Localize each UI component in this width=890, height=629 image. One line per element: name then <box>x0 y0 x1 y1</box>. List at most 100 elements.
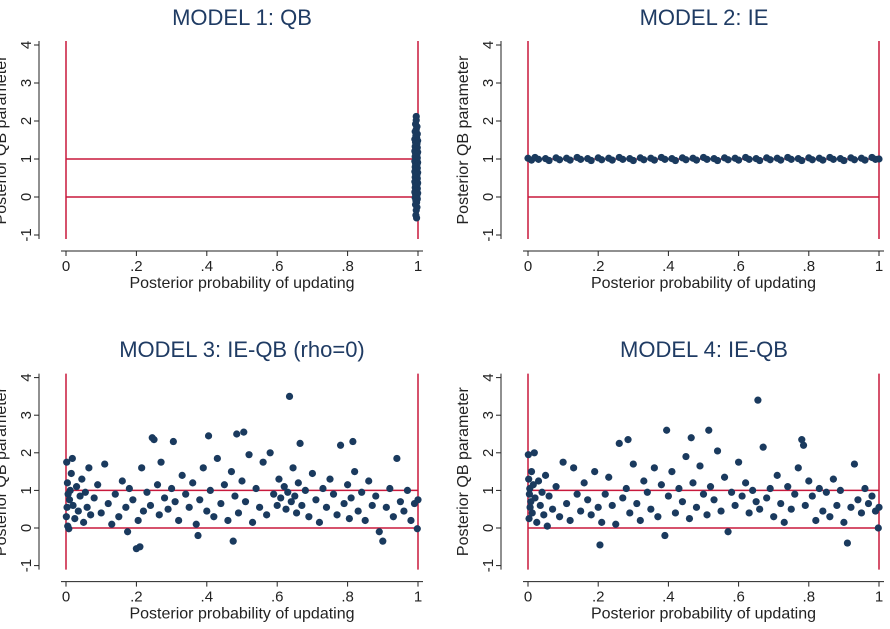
data-point <box>386 484 394 493</box>
data-point <box>854 496 862 504</box>
data-point <box>68 454 76 463</box>
data-point <box>361 516 369 525</box>
data-point <box>238 477 246 485</box>
data-point <box>840 518 848 526</box>
data-point <box>763 494 771 502</box>
y-tick-label: -1 <box>18 559 35 572</box>
data-point <box>864 499 873 508</box>
x-tick-label: 0 <box>524 258 532 275</box>
data-point <box>678 498 687 506</box>
data-point <box>206 486 214 494</box>
data-point <box>612 520 620 528</box>
data-point <box>833 501 841 510</box>
data-point <box>372 492 380 500</box>
data-point <box>552 483 560 491</box>
x-tick-label: .6 <box>732 589 745 606</box>
y-axis-title: Posterior QB parameter <box>455 55 472 225</box>
data-point <box>640 477 648 485</box>
data-point <box>633 499 641 508</box>
data-point <box>241 498 250 506</box>
x-tick-label: .8 <box>803 589 816 606</box>
data-point <box>157 458 165 466</box>
data-point <box>754 396 762 404</box>
data-point <box>727 488 736 496</box>
data-point <box>326 475 334 483</box>
data-point <box>703 155 711 163</box>
data-point <box>745 509 753 517</box>
data-point <box>287 498 295 506</box>
data-point <box>63 503 71 511</box>
data-point <box>115 513 123 521</box>
y-tick-label: 3 <box>18 79 35 87</box>
data-point <box>787 155 795 163</box>
data-point <box>829 155 837 163</box>
data-point <box>71 515 79 523</box>
x-tick-label: .4 <box>662 258 675 275</box>
data-point <box>175 516 183 525</box>
data-point <box>407 516 415 525</box>
data-point <box>259 458 267 466</box>
x-tick-label: .4 <box>662 589 675 606</box>
data-point <box>305 513 313 521</box>
data-point <box>710 496 718 504</box>
data-point <box>526 503 534 511</box>
data-point <box>840 156 848 165</box>
data-point <box>413 525 421 533</box>
data-point <box>213 454 221 463</box>
chart-title: MODEL 2: IE <box>640 5 769 30</box>
x-tick-label: .4 <box>201 258 214 275</box>
y-tick-label: 0 <box>480 193 497 201</box>
data-point <box>194 531 202 540</box>
data-point <box>629 460 637 468</box>
data-point <box>358 488 366 496</box>
data-point <box>393 454 401 463</box>
data-point <box>301 486 309 494</box>
data-point <box>168 484 176 493</box>
y-tick-label: 2 <box>480 449 497 457</box>
data-point <box>263 511 271 519</box>
data-point <box>525 490 534 498</box>
data-point <box>829 475 837 483</box>
data-point <box>766 156 774 164</box>
data-point <box>296 439 304 447</box>
data-point <box>80 518 88 526</box>
data-point <box>294 479 302 487</box>
data-point <box>731 501 739 510</box>
data-point <box>647 505 655 513</box>
x-tick-label: .6 <box>732 258 745 275</box>
data-point <box>717 507 725 515</box>
data-point <box>525 515 533 523</box>
data-point <box>671 156 680 165</box>
data-point <box>587 511 595 519</box>
data-point <box>601 490 609 498</box>
data-point <box>703 511 711 519</box>
data-point <box>615 439 623 447</box>
data-point <box>308 469 316 478</box>
data-point <box>231 492 239 500</box>
data-point <box>298 501 306 510</box>
data-point <box>291 492 299 500</box>
x-tick-label: .8 <box>341 589 354 606</box>
data-point <box>671 509 680 517</box>
data-point <box>78 475 86 483</box>
data-point <box>203 507 211 515</box>
data-point <box>379 537 387 545</box>
data-point <box>282 505 290 513</box>
x-tick-label: .6 <box>271 589 284 606</box>
data-point <box>365 477 373 485</box>
data-point <box>256 503 264 511</box>
data-point <box>273 501 281 510</box>
data-point <box>101 460 109 468</box>
data-point <box>233 430 241 438</box>
data-point <box>412 214 421 222</box>
data-point <box>836 486 844 494</box>
data-point <box>580 479 588 487</box>
data-point <box>875 503 883 511</box>
data-point <box>805 477 813 485</box>
data-point <box>234 509 243 517</box>
data-point <box>850 460 859 468</box>
data-point <box>90 494 98 502</box>
data-point <box>333 511 341 519</box>
data-point <box>598 156 606 164</box>
